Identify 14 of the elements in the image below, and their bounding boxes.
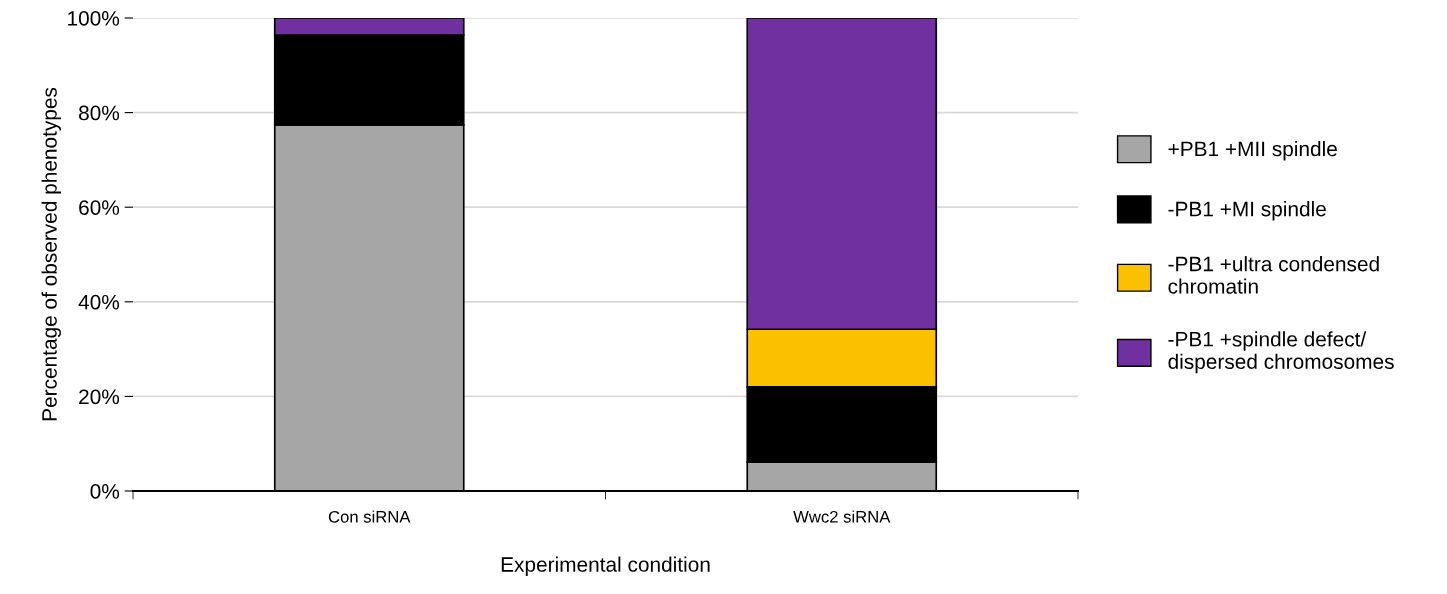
y-tick-label: 80% bbox=[79, 105, 120, 121]
x-tick-label: Wwc2 siRNA bbox=[793, 510, 891, 523]
legend-label: -PB1 +MI spindle bbox=[1168, 201, 1326, 221]
y-tick-label: 0% bbox=[90, 484, 120, 499]
legend-label: -PB1 +spindle defect/ dispersed chromosomes bbox=[1168, 331, 1394, 374]
legend-label: -PB1 +ultra condensed chromatin bbox=[1168, 256, 1379, 294]
legend-label: +PB1 +MII spindle bbox=[1168, 140, 1337, 161]
y-axis-title: Percentage of observed phenotypes bbox=[41, 87, 61, 421]
y-tick-label: 20% bbox=[79, 389, 120, 405]
y-tick-label: 40% bbox=[78, 294, 120, 310]
y-tick-label: 100% bbox=[68, 11, 120, 26]
x-tick-label: Con siRNA bbox=[328, 510, 411, 523]
x-axis-title: Experimental condition bbox=[501, 556, 710, 576]
y-tick-label: 60% bbox=[79, 200, 120, 215]
